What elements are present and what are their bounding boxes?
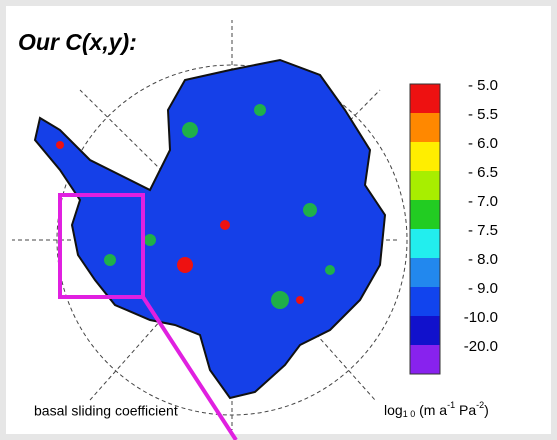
legend-swatch — [410, 229, 440, 259]
legend-swatch — [410, 171, 440, 201]
legend-swatch — [410, 142, 440, 172]
legend-swatch — [410, 258, 440, 288]
title: Our C(x,y): — [18, 29, 137, 55]
unit-part: Pa — [455, 402, 476, 418]
unit-part: ) — [484, 402, 489, 418]
legend-label: - 8.0 — [468, 251, 498, 268]
screenshot: Our C(x,y): basal sliding coefficient - … — [0, 0, 557, 440]
legend-swatch — [410, 287, 440, 317]
unit-part: (m a — [415, 402, 447, 418]
unit-part: log — [384, 402, 403, 418]
legend-label: - 9.0 — [468, 280, 498, 297]
legend-label: - 5.5 — [468, 106, 498, 123]
legend-label: - 6.0 — [468, 135, 498, 152]
page: {"title": "Our C(x,y):", "caption": "bas… — [0, 0, 557, 440]
legend-label: -20.0 — [464, 338, 498, 355]
unit-part: -1 — [447, 400, 455, 410]
legend-label: - 7.5 — [468, 222, 498, 239]
legend-label: -10.0 — [464, 309, 498, 326]
legend-swatch — [410, 113, 440, 143]
legend-swatch — [410, 84, 440, 114]
legend-swatch — [410, 316, 440, 346]
unit-part: -2 — [476, 400, 484, 410]
caption: basal sliding coefficient — [34, 403, 178, 419]
legend-swatch — [410, 200, 440, 230]
legend-label: - 5.0 — [468, 77, 498, 94]
unit-part: 1 0 — [403, 409, 416, 419]
legend-swatch — [410, 345, 440, 375]
legend-unit: log1 0 (m a-1 Pa-2) — [384, 400, 489, 419]
legend-label: - 6.5 — [468, 164, 498, 181]
legend-label: - 7.0 — [468, 193, 498, 210]
